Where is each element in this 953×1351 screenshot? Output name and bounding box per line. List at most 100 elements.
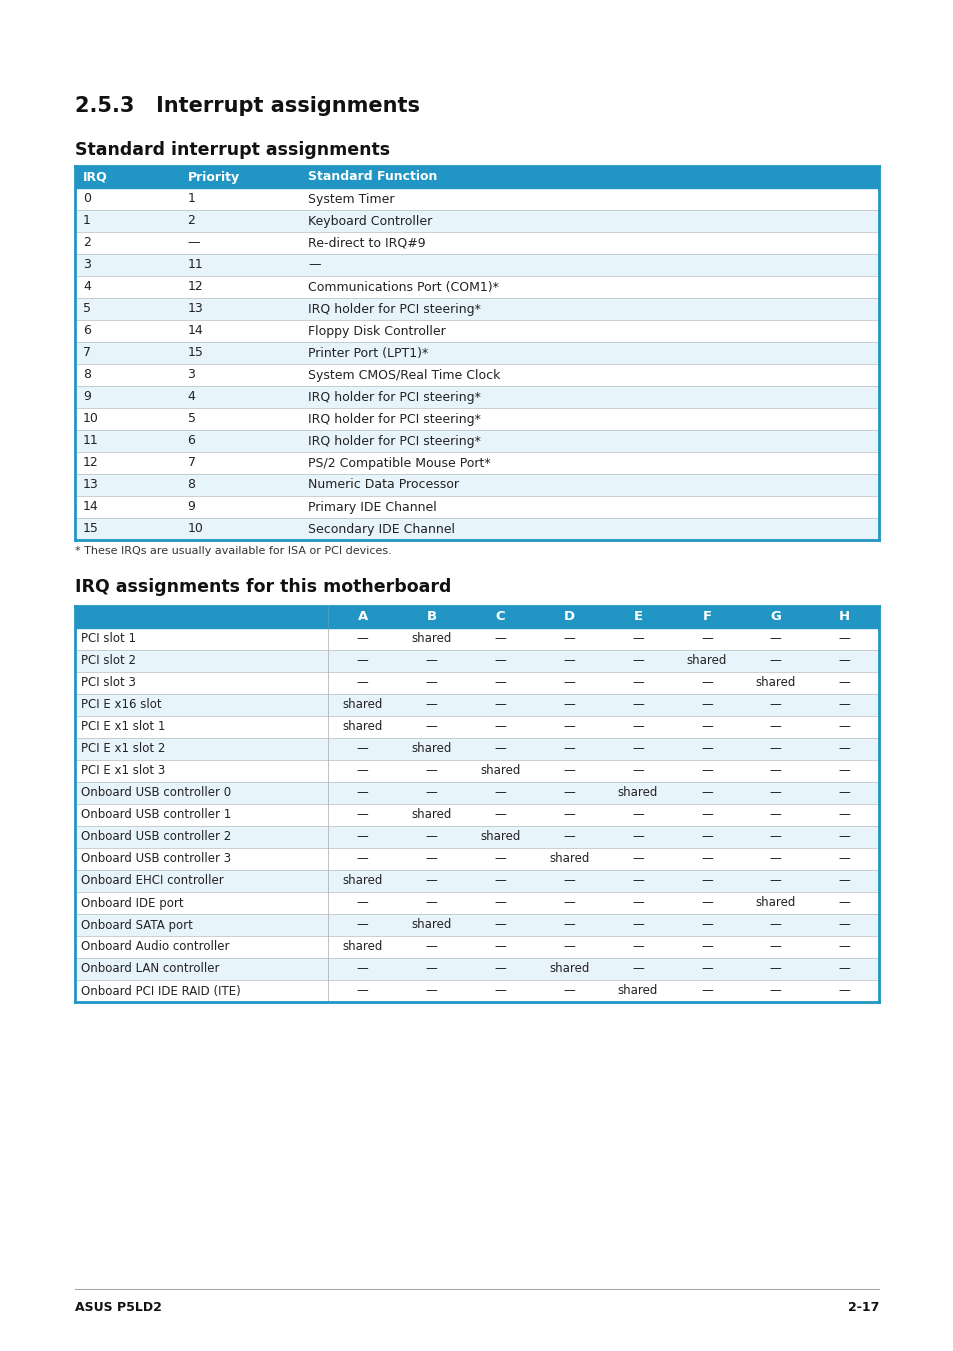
Bar <box>75 738 878 761</box>
Text: —: — <box>700 808 712 821</box>
Text: —: — <box>838 874 849 888</box>
Text: —: — <box>632 831 643 843</box>
Text: shared: shared <box>548 852 589 866</box>
Text: Standard Function: Standard Function <box>308 170 437 184</box>
Text: Onboard EHCI controller: Onboard EHCI controller <box>81 874 224 888</box>
Text: —: — <box>562 654 575 667</box>
Text: 0: 0 <box>83 192 91 205</box>
Text: —: — <box>425 897 436 909</box>
Text: —: — <box>494 743 506 755</box>
Text: —: — <box>700 962 712 975</box>
Bar <box>75 474 878 496</box>
Text: —: — <box>769 852 781 866</box>
Text: —: — <box>700 786 712 800</box>
Text: —: — <box>562 831 575 843</box>
Bar <box>75 870 878 892</box>
Text: —: — <box>700 677 712 689</box>
Text: —: — <box>632 765 643 777</box>
Text: shared: shared <box>411 808 451 821</box>
Text: —: — <box>562 786 575 800</box>
Text: shared: shared <box>755 897 795 909</box>
Bar <box>75 671 878 694</box>
Text: Onboard PCI IDE RAID (ITE): Onboard PCI IDE RAID (ITE) <box>81 985 240 997</box>
Text: —: — <box>494 720 506 734</box>
Text: Standard interrupt assignments: Standard interrupt assignments <box>75 141 390 159</box>
Text: PCI E x16 slot: PCI E x16 slot <box>81 698 161 712</box>
Text: 14: 14 <box>188 324 203 338</box>
Text: —: — <box>562 919 575 931</box>
Bar <box>75 936 878 958</box>
Text: A: A <box>357 611 368 624</box>
Text: —: — <box>838 677 849 689</box>
Text: —: — <box>838 808 849 821</box>
Text: Printer Port (LPT1)*: Printer Port (LPT1)* <box>308 346 428 359</box>
Text: System CMOS/Real Time Clock: System CMOS/Real Time Clock <box>308 369 500 381</box>
Text: —: — <box>562 677 575 689</box>
Text: 4: 4 <box>83 281 91 293</box>
Text: G: G <box>769 611 781 624</box>
Text: —: — <box>494 808 506 821</box>
Text: 8: 8 <box>83 369 91 381</box>
Text: —: — <box>700 874 712 888</box>
Text: System Timer: System Timer <box>308 192 395 205</box>
Text: —: — <box>838 940 849 954</box>
Text: —: — <box>700 985 712 997</box>
Bar <box>75 694 878 716</box>
Text: C: C <box>495 611 505 624</box>
Text: shared: shared <box>342 698 382 712</box>
Text: 10: 10 <box>188 523 203 535</box>
Text: —: — <box>632 632 643 646</box>
Text: IRQ holder for PCI steering*: IRQ holder for PCI steering* <box>308 390 480 404</box>
Text: —: — <box>838 743 849 755</box>
Text: —: — <box>769 654 781 667</box>
Text: —: — <box>769 786 781 800</box>
Text: PCI E x1 slot 3: PCI E x1 slot 3 <box>81 765 165 777</box>
Text: —: — <box>838 852 849 866</box>
Text: Primary IDE Channel: Primary IDE Channel <box>308 500 436 513</box>
Text: —: — <box>838 765 849 777</box>
Text: —: — <box>632 897 643 909</box>
Text: —: — <box>356 786 368 800</box>
Text: —: — <box>425 786 436 800</box>
Text: —: — <box>769 632 781 646</box>
Text: —: — <box>562 765 575 777</box>
Text: Onboard USB controller 0: Onboard USB controller 0 <box>81 786 231 800</box>
Bar <box>75 848 878 870</box>
Text: —: — <box>188 236 200 250</box>
Text: Re-direct to IRQ#9: Re-direct to IRQ#9 <box>308 236 425 250</box>
Text: Communications Port (COM1)*: Communications Port (COM1)* <box>308 281 498 293</box>
Text: —: — <box>700 698 712 712</box>
Text: —: — <box>700 919 712 931</box>
Text: —: — <box>494 962 506 975</box>
Text: —: — <box>700 743 712 755</box>
Bar <box>75 716 878 738</box>
Text: shared: shared <box>342 940 382 954</box>
Text: Onboard USB controller 1: Onboard USB controller 1 <box>81 808 231 821</box>
Text: —: — <box>425 654 436 667</box>
Text: —: — <box>632 808 643 821</box>
Text: IRQ holder for PCI steering*: IRQ holder for PCI steering* <box>308 435 480 447</box>
Text: —: — <box>632 698 643 712</box>
Bar <box>75 915 878 936</box>
Text: —: — <box>356 897 368 909</box>
Text: 5: 5 <box>188 412 195 426</box>
Text: shared: shared <box>411 632 451 646</box>
Text: shared: shared <box>479 831 520 843</box>
Text: —: — <box>425 940 436 954</box>
Text: —: — <box>769 874 781 888</box>
Text: —: — <box>838 786 849 800</box>
Text: —: — <box>838 919 849 931</box>
Text: —: — <box>632 874 643 888</box>
Text: shared: shared <box>342 720 382 734</box>
Text: shared: shared <box>411 919 451 931</box>
Text: —: — <box>838 654 849 667</box>
Text: —: — <box>356 677 368 689</box>
Bar <box>75 342 878 363</box>
Text: Numeric Data Processor: Numeric Data Processor <box>308 478 458 492</box>
Text: B: B <box>426 611 436 624</box>
Text: —: — <box>769 985 781 997</box>
Text: Onboard LAN controller: Onboard LAN controller <box>81 962 219 975</box>
Text: —: — <box>356 632 368 646</box>
Text: —: — <box>562 632 575 646</box>
Text: —: — <box>425 698 436 712</box>
